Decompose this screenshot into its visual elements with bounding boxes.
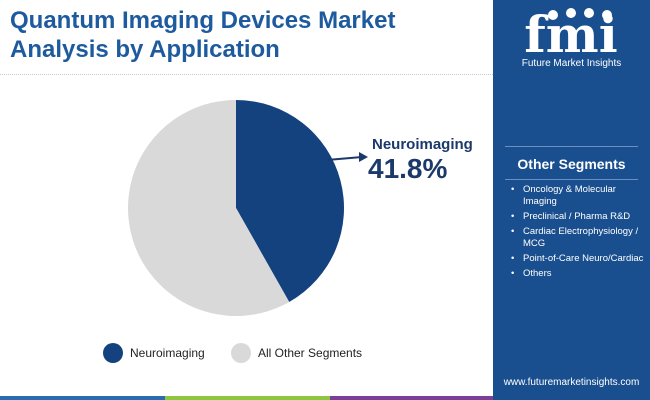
bullet-icon: • xyxy=(511,268,515,279)
fmi-logo-mark: fmi xyxy=(524,6,617,58)
pie-chart-svg xyxy=(128,100,368,316)
footer-bar-green xyxy=(165,396,330,400)
other-segments-list: • Oncology & Molecular Imaging • Preclinic… xyxy=(501,184,646,283)
panel-rule-top xyxy=(505,146,638,147)
list-item: • Point-of-Care Neuro/Cardiac xyxy=(501,253,646,265)
bullet-icon: • xyxy=(511,211,515,222)
website-url: www.futuremarketinsights.com xyxy=(503,377,640,388)
segment-label: Oncology & Molecular Imaging xyxy=(523,184,616,207)
list-item: • Preclinical / Pharma R&D xyxy=(501,211,646,223)
legend-swatch-other xyxy=(231,343,251,363)
logo-dot-icon xyxy=(548,10,558,20)
footer-bar-purple xyxy=(330,396,493,400)
list-item: • Oncology & Molecular Imaging xyxy=(501,184,646,208)
right-panel: fmi Future Market Insights Other Segment… xyxy=(493,0,650,400)
pie-chart xyxy=(0,80,493,345)
fmi-logo: fmi Future Market Insights xyxy=(493,0,650,76)
pie-slice-all-other-segments xyxy=(128,100,290,316)
footer-bar-blue xyxy=(0,396,165,400)
segment-label: Others xyxy=(523,268,552,279)
bullet-icon: • xyxy=(511,253,515,264)
bullet-icon: • xyxy=(511,184,515,195)
legend-item-neuroimaging: Neuroimaging xyxy=(103,343,273,363)
legend-label-neuroimaging: Neuroimaging xyxy=(130,346,205,360)
segment-label: Point-of-Care Neuro/Cardiac xyxy=(523,253,644,264)
logo-dot-icon xyxy=(602,10,612,20)
legend-swatch-neuroimaging xyxy=(103,343,123,363)
list-item: • Others xyxy=(501,268,646,280)
callout-value: 41.8% xyxy=(368,153,448,184)
legend-label-other: All Other Segments xyxy=(258,346,363,360)
segment-label: Cardiac Electrophysiology / MCG xyxy=(523,226,639,249)
logo-dot-icon xyxy=(584,8,594,18)
bullet-icon: • xyxy=(511,226,515,237)
header-divider xyxy=(0,74,493,75)
pie-slice-neuroimaging xyxy=(236,100,344,302)
logo-dot-icon xyxy=(566,8,576,18)
page-title: Quantum Imaging Devices Market Analysis … xyxy=(10,6,480,64)
pie-slices xyxy=(128,100,344,316)
footer-color-bar xyxy=(0,396,493,400)
panel-rule-bottom xyxy=(505,179,638,180)
other-segments-heading: Other Segments xyxy=(517,156,626,172)
callout-arrow xyxy=(326,152,368,162)
legend-item-other: All Other Segments xyxy=(231,343,401,363)
segment-label: Preclinical / Pharma R&D xyxy=(523,211,631,222)
fmi-logo-name: Future Market Insights xyxy=(521,58,622,69)
title-line-1: Quantum Imaging Devices Market xyxy=(10,7,396,34)
list-item: • Cardiac Electrophysiology / MCG xyxy=(501,226,646,250)
title-line-2: Analysis by Application xyxy=(10,36,280,63)
callout-label: Neuroimaging xyxy=(372,136,473,153)
